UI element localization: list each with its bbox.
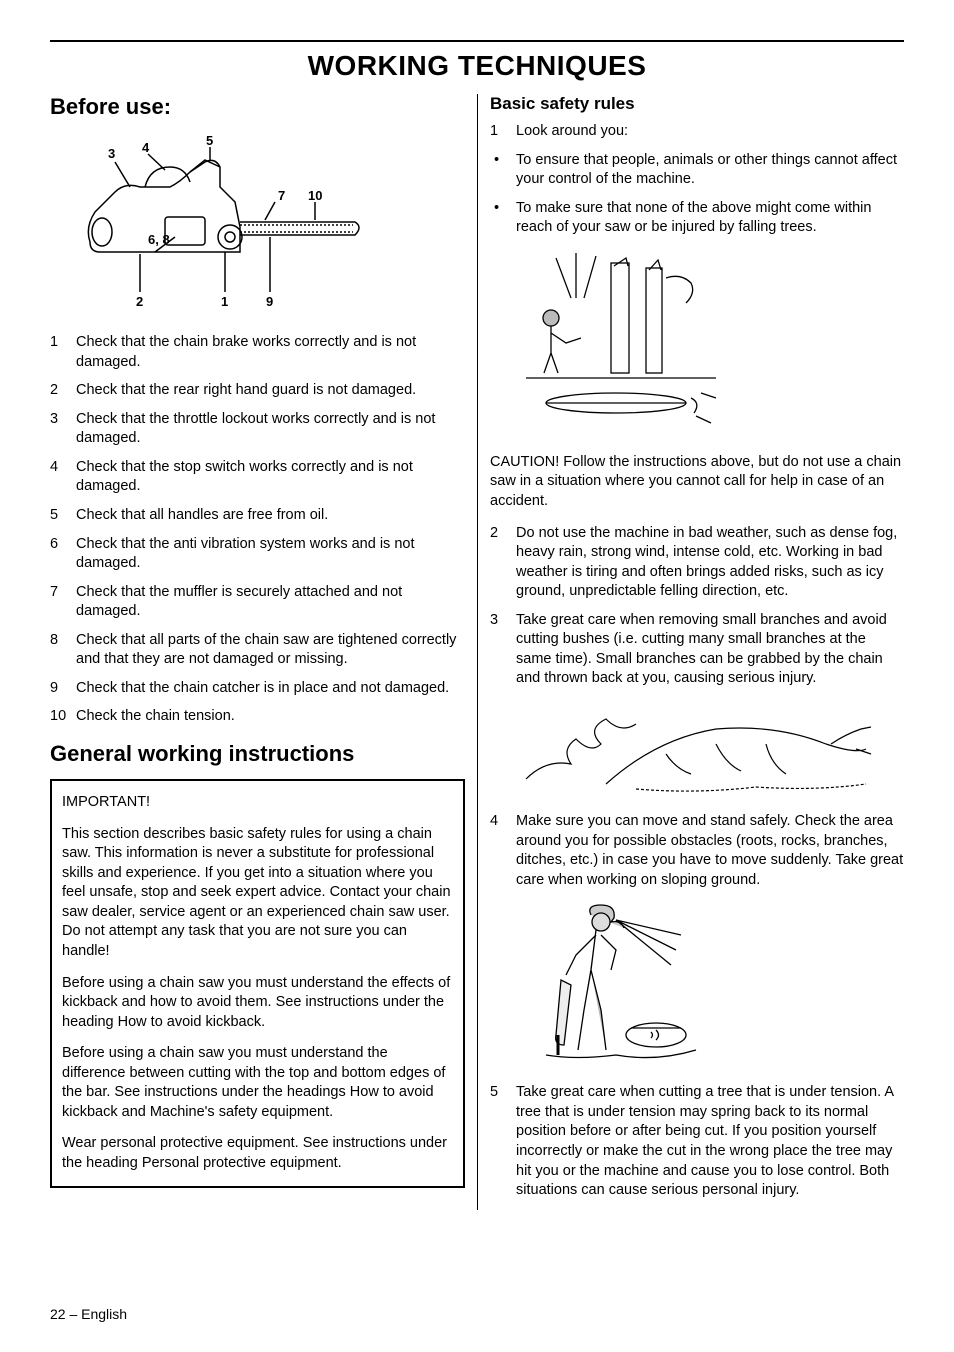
bullet-item: •To make sure that none of the above mig…	[490, 199, 904, 238]
safety-rule-4: 4Make sure you can move and stand safely…	[490, 812, 904, 890]
diagram-label-1: 1	[221, 294, 228, 309]
page-title: WORKING TECHNIQUES	[50, 50, 904, 82]
check-item: 2Check that the rear right hand guard is…	[50, 381, 465, 401]
branches-illustration	[516, 699, 904, 804]
chainsaw-diagram: 3 4 5 7 10 6, 8 2 1 9	[70, 132, 465, 317]
heading-general-instructions: General working instructions	[50, 741, 465, 767]
diagram-label-5: 5	[206, 133, 213, 148]
diagram-label-6-8: 6, 8	[148, 232, 170, 247]
caution-text: CAUTION! Follow the instructions above, …	[490, 453, 904, 512]
diagram-label-4: 4	[142, 140, 150, 155]
important-para: Before using a chain saw you must unders…	[62, 1044, 453, 1122]
standing-illustration	[516, 900, 904, 1075]
before-use-checklist: 1Check that the chain brake works correc…	[50, 333, 465, 727]
rule-item: 1Look around you:	[490, 122, 904, 142]
important-para: Before using a chain saw you must unders…	[62, 974, 453, 1033]
felling-illustration	[516, 248, 904, 443]
content-columns: Before use:	[50, 94, 904, 1210]
check-item: 6Check that the anti vibration system wo…	[50, 535, 465, 574]
important-para: This section describes basic safety rule…	[62, 825, 453, 962]
rule-item: 2Do not use the machine in bad weather, …	[490, 524, 904, 602]
diagram-label-2: 2	[136, 294, 143, 309]
heading-basic-safety: Basic safety rules	[490, 94, 904, 114]
diagram-label-7: 7	[278, 188, 285, 203]
important-para: Wear personal protective equipment. See …	[62, 1134, 453, 1173]
check-item: 7Check that the muffler is securely atta…	[50, 583, 465, 622]
check-item: 4Check that the stop switch works correc…	[50, 458, 465, 497]
heading-before-use: Before use:	[50, 94, 465, 120]
bullet-item: •To ensure that people, animals or other…	[490, 151, 904, 190]
check-item: 9Check that the chain catcher is in plac…	[50, 679, 465, 699]
diagram-label-10: 10	[308, 188, 322, 203]
rule-item: 4Make sure you can move and stand safely…	[490, 812, 904, 890]
diagram-label-9: 9	[266, 294, 273, 309]
check-item: 8Check that all parts of the chain saw a…	[50, 631, 465, 670]
safety-rules-2-3: 2Do not use the machine in bad weather, …	[490, 524, 904, 690]
page-footer: 22 – English	[50, 1306, 127, 1322]
check-item: 1Check that the chain brake works correc…	[50, 333, 465, 372]
right-column: Basic safety rules 1Look around you: •To…	[477, 94, 904, 1210]
safety-rule-1: 1Look around you:	[490, 122, 904, 142]
rule-item: 5Take great care when cutting a tree tha…	[490, 1083, 904, 1200]
top-rule	[50, 40, 904, 42]
rule-1-bullets: •To ensure that people, animals or other…	[490, 151, 904, 238]
diagram-label-3: 3	[108, 146, 115, 161]
check-item: 5Check that all handles are free from oi…	[50, 506, 465, 526]
left-column: Before use:	[50, 94, 477, 1210]
check-item: 10Check the chain tension.	[50, 707, 465, 727]
rule-item: 3Take great care when removing small bra…	[490, 611, 904, 689]
check-item: 3Check that the throttle lockout works c…	[50, 410, 465, 449]
important-label: IMPORTANT!	[62, 793, 453, 813]
safety-rule-5: 5Take great care when cutting a tree tha…	[490, 1083, 904, 1200]
important-box: IMPORTANT! This section describes basic …	[50, 779, 465, 1188]
